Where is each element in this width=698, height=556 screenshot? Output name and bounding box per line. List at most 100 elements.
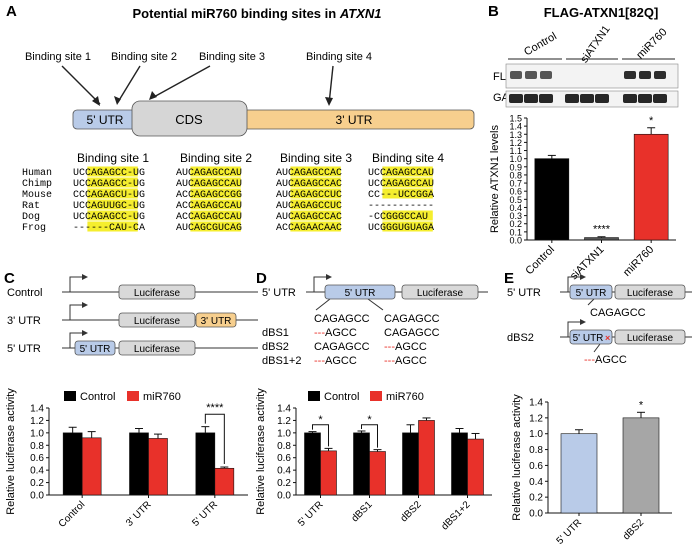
flag-band: [654, 71, 666, 79]
luciferase-label-e2: Luciferase: [627, 333, 674, 344]
site-highlight: [190, 210, 241, 221]
bar: [622, 417, 660, 514]
5utr-label-c: 5' UTR: [80, 344, 111, 355]
sequence-row: UCCAGAGCC-UG: [73, 212, 145, 223]
y-tick-label: 0.2: [30, 478, 44, 489]
bar: [304, 432, 321, 496]
gene-3utr-label: 3' UTR: [336, 113, 373, 127]
luciferase-box-1: [118, 284, 196, 300]
y-axis-label: Relative luciferase activity: [255, 388, 267, 515]
y-tick-label: 0.4: [529, 477, 543, 488]
seq-e-bottom: ---AGCC: [584, 354, 627, 366]
site-highlight: [190, 188, 241, 199]
sequence-row: ACCAGAACAAC: [276, 223, 342, 234]
sequence-row: UCCAGAGCC-UG: [73, 168, 145, 179]
y-tick-label: 0.2: [509, 219, 522, 229]
luciferase-box-2: [118, 312, 196, 328]
flag-band: [624, 71, 636, 79]
x-tick-label: 3' UTR: [124, 499, 154, 529]
species-label: Rat: [22, 201, 40, 212]
deletion-sequence: ---AGCC: [314, 327, 357, 339]
y-tick-label: 0.7: [509, 179, 522, 189]
significance-label: ****: [206, 402, 224, 414]
promoter-arrow-e2: [567, 321, 582, 337]
bar: [584, 237, 619, 241]
deletion-sequence: ---AGCC: [384, 355, 427, 367]
sequence-row: ACCAGAGCCAU: [176, 212, 242, 223]
deletion-sequence: CAGAGCC: [384, 313, 440, 325]
deletion-row-label: dBS1: [262, 327, 289, 339]
arrow-site-2: [117, 65, 141, 103]
y-tick-label: 0.8: [277, 441, 291, 452]
bar: [451, 432, 468, 496]
y-tick-label: 1.5: [509, 114, 522, 124]
legend-swatch-control: [64, 391, 76, 401]
y-tick-label: 0.9: [509, 162, 522, 172]
x-tick-label: siATXN1: [568, 244, 607, 283]
luciferase-box-e2: [614, 329, 686, 345]
y-axis-label: Relative luciferase activity: [5, 388, 17, 515]
chart-d: 0.0 0.20.4 0.60.8 1.01.21.4 Relative lucifer…: [255, 388, 492, 532]
deletion-sequence: CAGAGCC: [314, 313, 370, 325]
sequence-row: CC---UCCGGA: [368, 190, 434, 201]
arrow-head-2: [114, 96, 121, 105]
sequence-row: ACCAGAGCCGG: [176, 190, 242, 201]
panel-e: E 5' UTR dBS2 5' UTR Luciferase CAGAGCC …: [504, 270, 692, 547]
sequence-row: UCGGGUGUAGA: [368, 223, 434, 234]
y-tick-label: 0.6: [509, 187, 522, 197]
y-tick-label: 0.0: [30, 491, 44, 502]
promoter-arrowhead-d: [326, 274, 332, 280]
bar: [353, 432, 370, 496]
sequence-row: AUCAGAGCCUC: [276, 201, 342, 212]
y-tick-label: 0.6: [277, 453, 291, 464]
site-highlight: [87, 166, 138, 177]
gapdh-band: [565, 94, 579, 103]
x-tick-label: dBS2: [399, 499, 424, 524]
alignment-column-title: Binding site 4: [372, 151, 444, 165]
sequence-row: UCCAGAGCCAU: [368, 168, 434, 179]
panel-b: B FLAG-ATXN1[82Q] Control siATXN1 miR760…: [488, 3, 679, 283]
legend-swatch-control: [308, 391, 320, 401]
site-highlight: [382, 210, 433, 221]
y-tick-label: 0.8: [509, 170, 522, 180]
y-tick-label: 1.0: [30, 428, 44, 439]
3utr-box-c: [195, 312, 237, 328]
binding-site-label-1: Binding site 1: [25, 51, 91, 63]
gapdh-band: [638, 94, 652, 103]
site-highlight: [87, 199, 138, 210]
significance-bracket: [361, 424, 378, 448]
site-highlight: [290, 210, 341, 221]
y-tick-label: 0.4: [30, 466, 44, 477]
promoter-arrowheads-c: [82, 274, 88, 336]
y-tick-label: 1.2: [529, 413, 543, 424]
sequence-row: AUCAGCGUCAG: [176, 223, 242, 234]
deletion-sequence: ---AGCC: [314, 355, 357, 367]
construct-label-e1: 5' UTR: [507, 287, 541, 299]
significance-label: *: [367, 414, 372, 426]
panel-a-letter: A: [6, 3, 17, 20]
sequence-row: AUCAGAGCCAC: [276, 179, 342, 190]
panel-b-letter: B: [488, 3, 499, 20]
significance-label: *: [639, 399, 644, 411]
5utr-box-d: [324, 284, 396, 300]
arrow-head-4: [325, 97, 333, 106]
significance-label: *: [649, 115, 654, 127]
construct-label-e2: dBS2: [507, 332, 534, 344]
significance-bracket: [312, 424, 329, 447]
flag-band: [639, 71, 651, 79]
sequence-row: -----------: [368, 201, 434, 212]
site-highlight: [290, 166, 341, 177]
bar: [418, 420, 435, 496]
bar: [62, 432, 83, 496]
site-highlight: [87, 177, 138, 188]
5utr-label-e1: 5' UTR: [576, 288, 607, 299]
y-axis-label: Relative ATXN1 levels: [489, 125, 501, 234]
deletion-sequence: ---AGCC: [384, 341, 427, 353]
site-highlight: [190, 199, 241, 210]
deletion-sequence: CAGAGCC: [314, 341, 370, 353]
bar: [402, 432, 419, 496]
panel-a: A Potential miR760 binding sites in ATXN…: [6, 3, 475, 234]
y-tick-label: 1.4: [529, 398, 543, 409]
